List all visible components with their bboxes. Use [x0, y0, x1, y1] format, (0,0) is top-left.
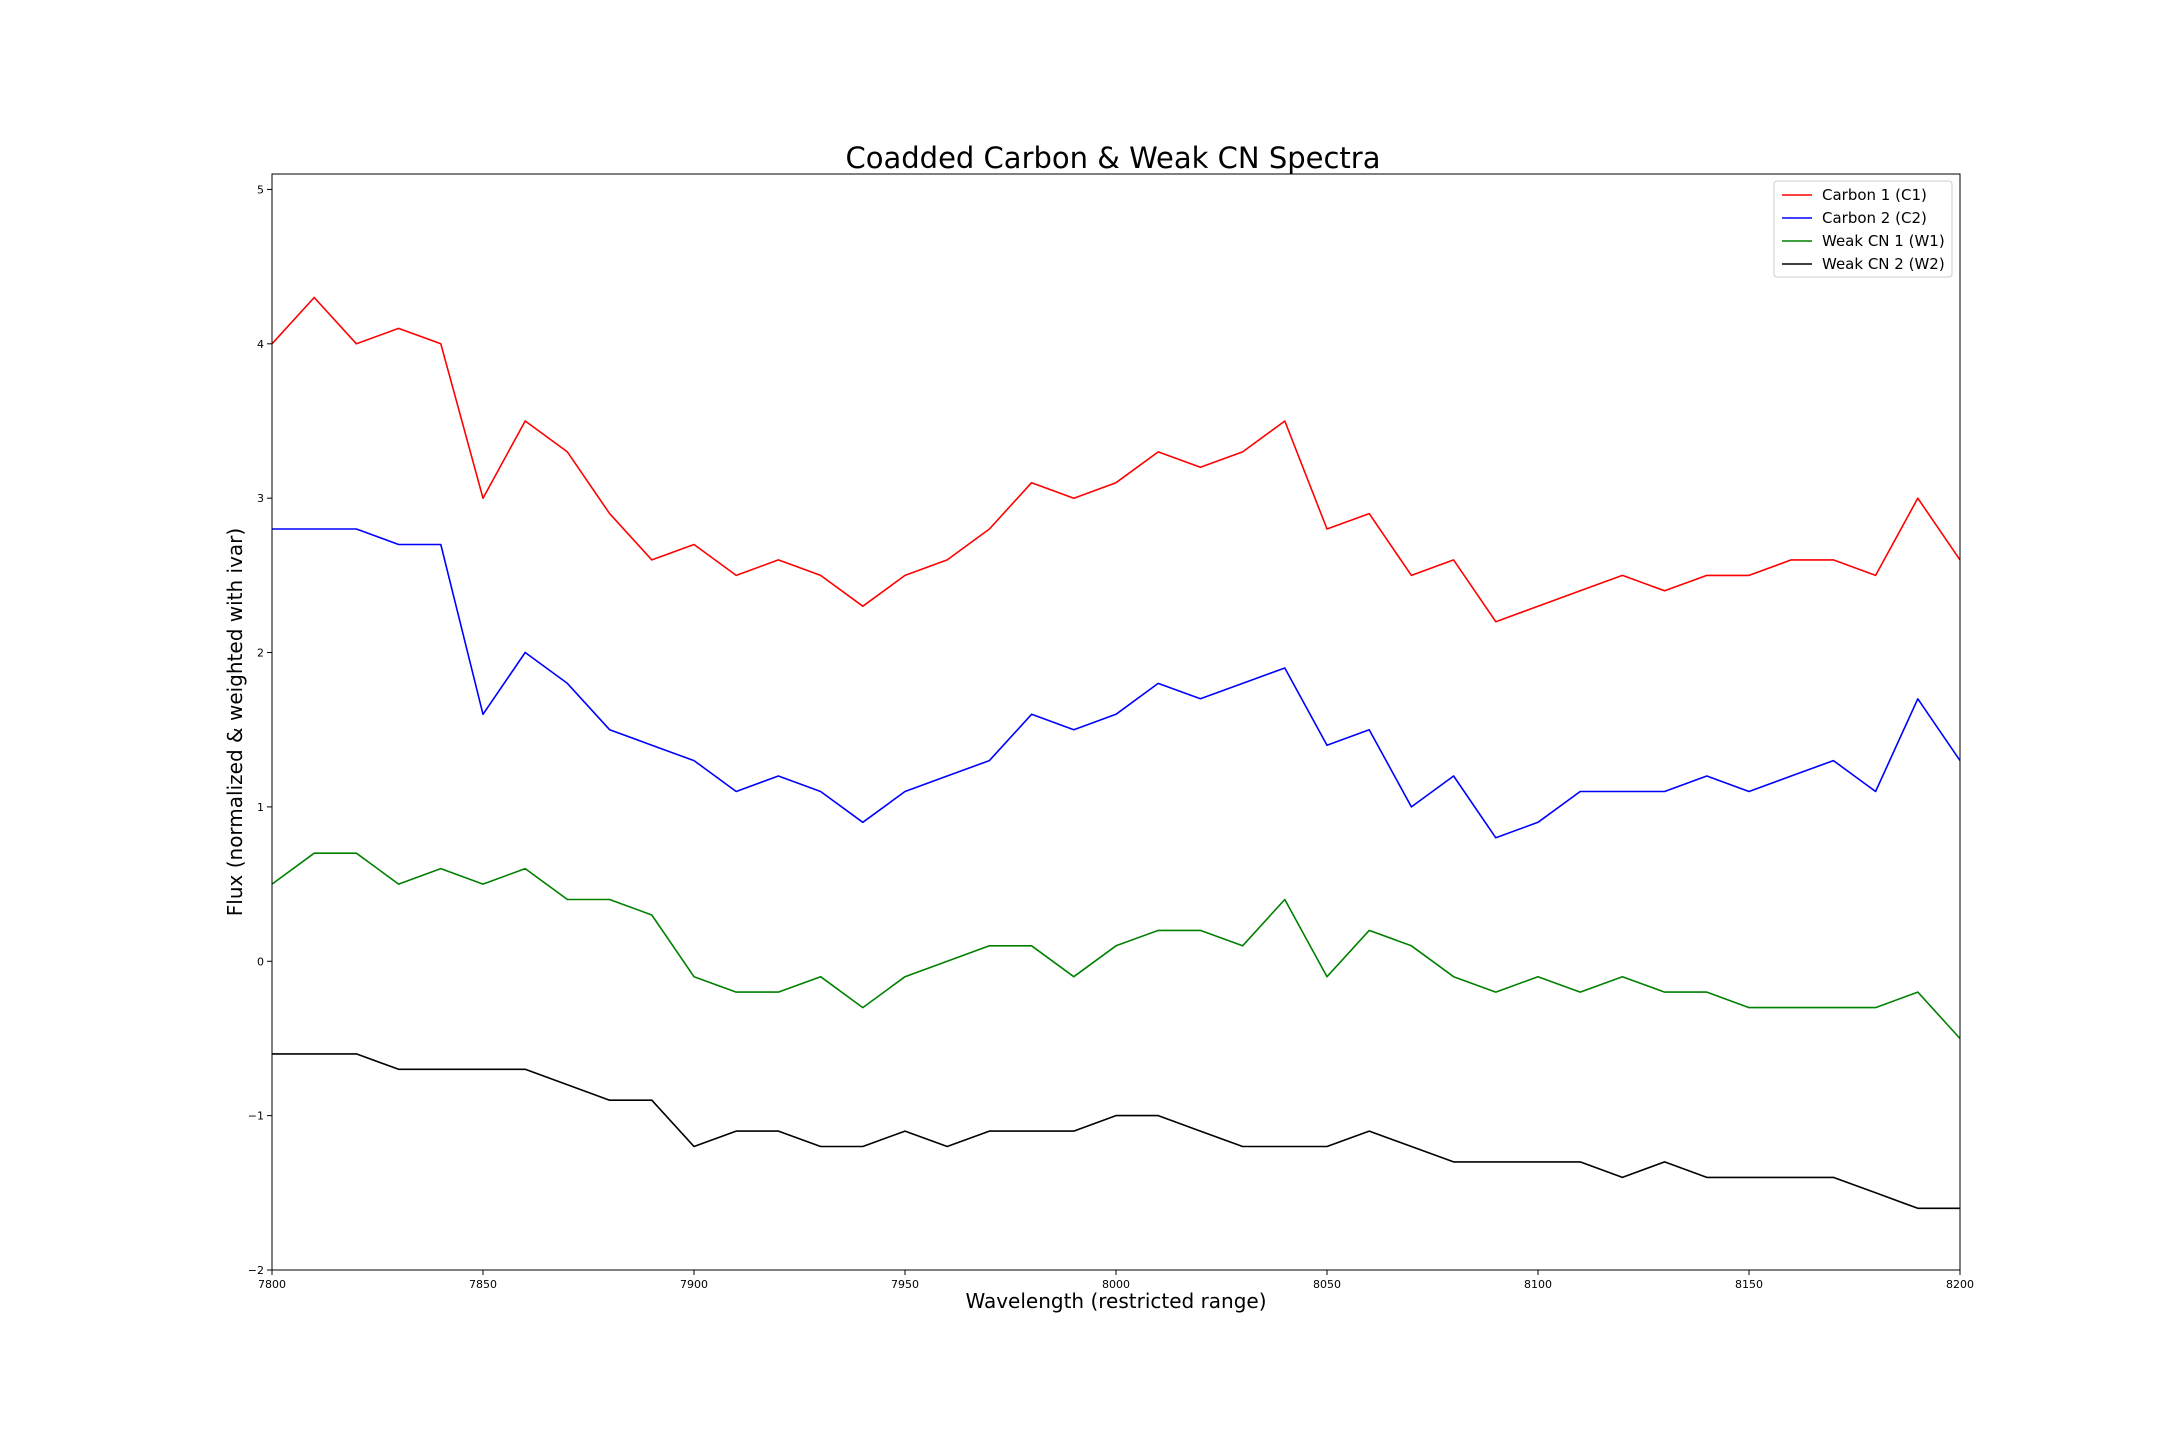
- series-lines: [271, 296, 1961, 1210]
- y-axis-title: Flux (normalized & weighted with ivar): [223, 528, 247, 916]
- legend-box: [1773, 180, 1953, 278]
- y-tick-label: 2: [257, 647, 264, 660]
- x-tick-label: 8000: [1102, 1278, 1130, 1291]
- x-tick-label: 7800: [258, 1278, 286, 1291]
- y-axis: −2 −1 0 1 2 3 4 5: [248, 183, 272, 1277]
- x-tick-label: 7850: [469, 1278, 497, 1291]
- x-tick-label: 7900: [680, 1278, 708, 1291]
- legend-label-2: Weak CN 1 (W1): [1822, 232, 1945, 250]
- x-tick-label: 8100: [1524, 1278, 1552, 1291]
- legend-label-0: Carbon 1 (C1): [1822, 186, 1927, 204]
- y-tick-label: 5: [257, 183, 264, 196]
- x-axis-title: Wavelength (restricted range): [965, 1289, 1266, 1313]
- y-tick-label: 1: [257, 801, 264, 814]
- legend-label-1: Carbon 2 (C2): [1822, 209, 1927, 227]
- legend: Carbon 1 (C1) Carbon 2 (C2) Weak CN 1 (W1)…: [1773, 180, 1953, 278]
- series-line-2: [271, 852, 1961, 1040]
- x-tick-label: 8050: [1313, 1278, 1341, 1291]
- series-line-3: [272, 1053, 1960, 1210]
- y-tick-label: 4: [257, 338, 264, 351]
- series-line-0: [271, 296, 1961, 623]
- x-tick-label: 8150: [1735, 1278, 1763, 1291]
- x-tick-label: 7950: [891, 1278, 919, 1291]
- series-line-1: [272, 528, 1961, 839]
- y-tick-label: −2: [248, 1264, 264, 1277]
- y-tick-label: 0: [257, 955, 264, 968]
- y-tick-label: −1: [248, 1110, 264, 1123]
- chart-title: Coadded Carbon & Weak CN Spectra: [846, 141, 1381, 175]
- x-tick-label: 8200: [1946, 1278, 1974, 1291]
- legend-label-3: Weak CN 2 (W2): [1822, 255, 1945, 273]
- x-axis: 7800 7850 7900 7950 8000 8050 8100 8150 8200: [258, 1270, 1974, 1291]
- y-tick-label: 3: [257, 492, 264, 505]
- plot-area-frame: [271, 173, 1961, 1271]
